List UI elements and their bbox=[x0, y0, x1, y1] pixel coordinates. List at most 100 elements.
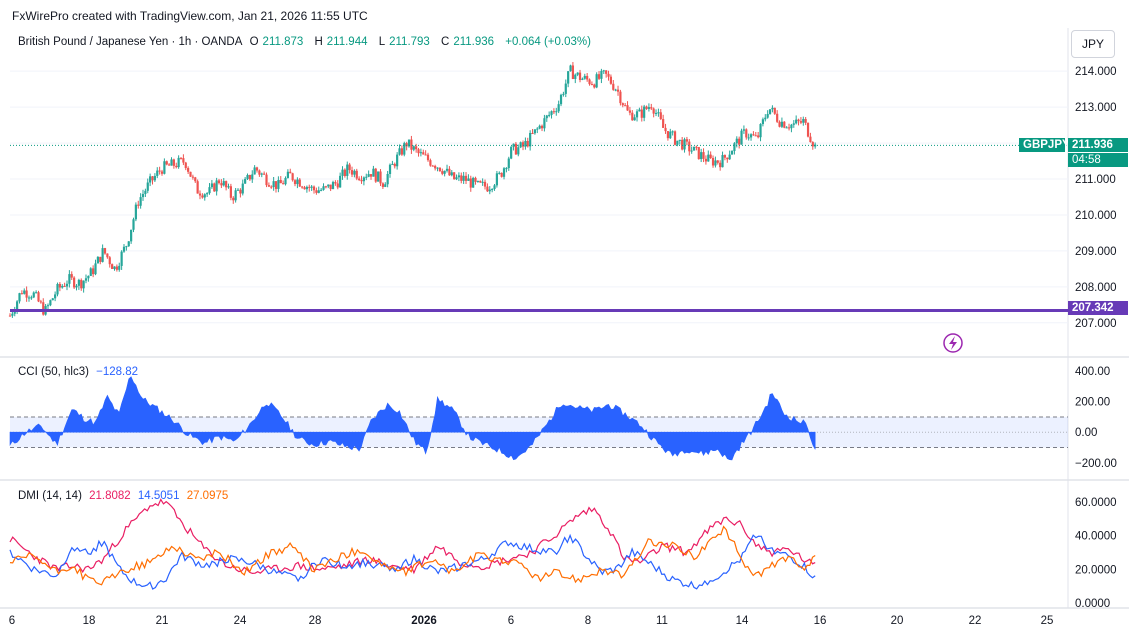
candle-body bbox=[550, 111, 553, 115]
candle-body bbox=[101, 248, 104, 262]
candle-body bbox=[626, 105, 629, 111]
candle-body bbox=[220, 183, 223, 186]
candle-body bbox=[184, 162, 187, 169]
candle-body bbox=[35, 292, 38, 294]
candle-body bbox=[448, 168, 451, 176]
dmi-series-line bbox=[9, 525, 816, 586]
candle-body bbox=[574, 74, 577, 79]
time-axis-label: 14 bbox=[736, 615, 749, 627]
candle-body bbox=[495, 173, 499, 186]
candle-body bbox=[65, 283, 69, 287]
candle-body bbox=[346, 164, 349, 176]
candle-body bbox=[578, 72, 582, 80]
candle-body bbox=[778, 121, 781, 127]
candle-body bbox=[232, 197, 235, 201]
candle-body bbox=[255, 167, 259, 171]
candle-body bbox=[227, 186, 230, 188]
candle-body bbox=[139, 197, 142, 206]
candle-body bbox=[251, 174, 254, 180]
candle-body bbox=[113, 266, 116, 270]
candle-body bbox=[804, 119, 807, 123]
high-value: H 211.944 bbox=[314, 36, 368, 48]
candle-body bbox=[422, 152, 425, 155]
candle-body bbox=[740, 130, 743, 145]
candle-body bbox=[58, 283, 61, 288]
candle-body bbox=[745, 129, 748, 138]
candle-body bbox=[657, 112, 660, 114]
candle-body bbox=[358, 178, 361, 181]
candle-body bbox=[505, 168, 508, 170]
candle-body bbox=[688, 141, 691, 152]
candle-body bbox=[362, 177, 365, 182]
candle-body bbox=[719, 162, 722, 168]
dmi-tick-label: 40.0000 bbox=[1075, 531, 1117, 543]
candle-body bbox=[23, 290, 26, 294]
candle-body bbox=[483, 181, 487, 187]
candle-body bbox=[605, 70, 608, 74]
candle-body bbox=[771, 107, 774, 110]
candle-body bbox=[431, 165, 434, 167]
candle-body bbox=[353, 170, 356, 175]
candle-body bbox=[410, 139, 413, 150]
candle-body bbox=[671, 131, 674, 133]
candle-body bbox=[277, 179, 280, 189]
candle-body bbox=[310, 186, 313, 188]
dmi-minus-value: 14.5051 bbox=[137, 490, 180, 502]
lightning-bolt-icon[interactable] bbox=[943, 333, 963, 353]
candle-body bbox=[728, 154, 731, 160]
candle-body bbox=[426, 154, 430, 161]
candle-body bbox=[690, 150, 693, 152]
candle-body bbox=[702, 152, 705, 159]
candle-body bbox=[312, 186, 316, 191]
candle-body bbox=[274, 181, 278, 189]
candle-body bbox=[260, 173, 263, 175]
candle-body bbox=[391, 163, 394, 165]
candle-body bbox=[381, 183, 384, 187]
candle-body bbox=[89, 268, 92, 276]
candle-body bbox=[595, 74, 598, 88]
candle-body bbox=[20, 293, 23, 295]
candle-body bbox=[127, 241, 130, 247]
dmi-legend: DMI (14, 14) 21.8082 14.5051 27.0975 bbox=[18, 490, 232, 502]
price-legend: British Pound / Japanese Yen · 1h · OAND… bbox=[18, 36, 595, 48]
candle-body bbox=[673, 131, 677, 145]
cci-legend-value: −128.82 bbox=[96, 366, 139, 378]
candle-body bbox=[239, 189, 242, 194]
candle-body bbox=[132, 219, 135, 230]
candle-body bbox=[400, 148, 403, 155]
candle-body bbox=[365, 176, 368, 178]
candle-body bbox=[355, 170, 358, 179]
candle-body bbox=[567, 71, 570, 84]
candle-body bbox=[177, 157, 180, 168]
currency-button[interactable]: JPY bbox=[1071, 30, 1115, 58]
candle-body bbox=[407, 139, 411, 147]
candle-body bbox=[624, 105, 627, 107]
candle-body bbox=[291, 173, 294, 181]
candle-body bbox=[467, 178, 470, 181]
candle-body bbox=[360, 180, 363, 182]
candle-body bbox=[488, 189, 491, 192]
candle-body bbox=[417, 149, 420, 154]
candle-body bbox=[18, 293, 21, 302]
candle-body bbox=[70, 274, 73, 278]
candle-body bbox=[607, 73, 610, 77]
candle-body bbox=[612, 83, 615, 90]
candle-body bbox=[600, 70, 603, 79]
candle-body bbox=[783, 121, 786, 128]
candle-body bbox=[438, 167, 441, 172]
candle-body bbox=[77, 279, 80, 286]
candle-body bbox=[500, 172, 503, 177]
candle-body bbox=[241, 183, 244, 194]
candle-body bbox=[163, 161, 166, 174]
candle-body bbox=[785, 127, 788, 129]
candle-body bbox=[196, 181, 199, 194]
candle-body bbox=[293, 180, 297, 185]
candle-body bbox=[652, 108, 655, 114]
cci-legend-name: CCI (50, hlc3) bbox=[18, 366, 89, 378]
candle-body bbox=[201, 195, 204, 198]
candle-body bbox=[555, 111, 558, 113]
candle-body bbox=[236, 189, 240, 191]
candle-body bbox=[429, 160, 432, 166]
candle-body bbox=[526, 140, 529, 147]
